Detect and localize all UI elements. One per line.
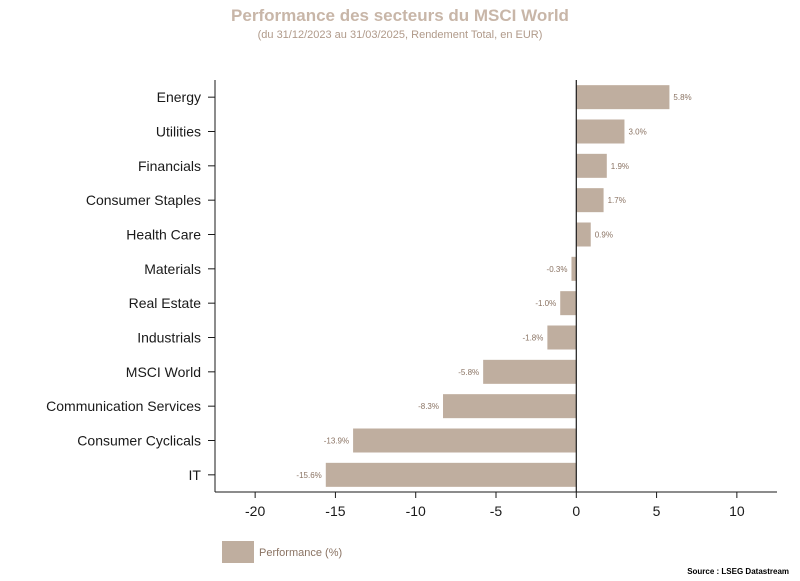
x-tick-label: 5 <box>653 503 661 519</box>
category-label: MSCI World <box>126 364 201 380</box>
bar <box>483 359 577 384</box>
data-label: 1.9% <box>611 162 629 171</box>
data-label: 3.0% <box>628 128 646 137</box>
bar <box>325 462 577 487</box>
x-tick-label: 10 <box>729 503 745 519</box>
category-label: Materials <box>144 261 201 277</box>
bar <box>547 325 577 350</box>
bar <box>353 428 577 453</box>
category-label: Real Estate <box>129 295 202 311</box>
x-tick-label: -15 <box>325 503 345 519</box>
category-label: Consumer Cyclicals <box>77 433 201 449</box>
data-label: -13.9% <box>324 437 349 446</box>
bar <box>571 256 577 281</box>
bar <box>576 119 625 144</box>
data-label: 1.7% <box>608 196 626 205</box>
bar <box>576 222 591 247</box>
chart-subtitle: (du 31/12/2023 au 31/03/2025, Rendement … <box>258 29 543 41</box>
category-label: Financials <box>138 158 201 174</box>
data-label: -1.0% <box>535 299 556 308</box>
data-label: -15.6% <box>296 471 321 480</box>
data-label: -5.8% <box>458 368 479 377</box>
data-label: -0.3% <box>547 265 568 274</box>
legend-swatch <box>222 541 254 563</box>
data-label: 0.9% <box>595 231 613 240</box>
x-tick-label: -10 <box>406 503 426 519</box>
category-label: Communication Services <box>46 398 201 414</box>
category-label: Energy <box>157 89 201 105</box>
bar <box>576 153 607 178</box>
chart-title: Performance des secteurs du MSCI World <box>231 6 569 25</box>
x-tick-label: 0 <box>572 503 580 519</box>
category-label: Industrials <box>137 330 201 346</box>
bar <box>560 291 577 316</box>
category-label: Consumer Staples <box>86 192 201 208</box>
source-note: Source : LSEG Datastream <box>687 567 789 576</box>
bar <box>443 394 577 419</box>
category-label: IT <box>189 467 202 483</box>
category-label: Utilities <box>156 124 201 140</box>
category-label: Health Care <box>126 227 201 243</box>
data-label: -8.3% <box>418 402 439 411</box>
plot-area: Energy 5.8% Utilities 3.0% Financials 1.9% Con… <box>46 80 777 519</box>
x-tick-label: -5 <box>490 503 503 519</box>
bar <box>576 188 604 213</box>
data-label: -1.8% <box>522 334 543 343</box>
legend-label: Performance (%) <box>259 547 342 559</box>
x-tick-label: -20 <box>245 503 265 519</box>
data-label: 5.8% <box>673 93 691 102</box>
bar <box>576 85 670 110</box>
